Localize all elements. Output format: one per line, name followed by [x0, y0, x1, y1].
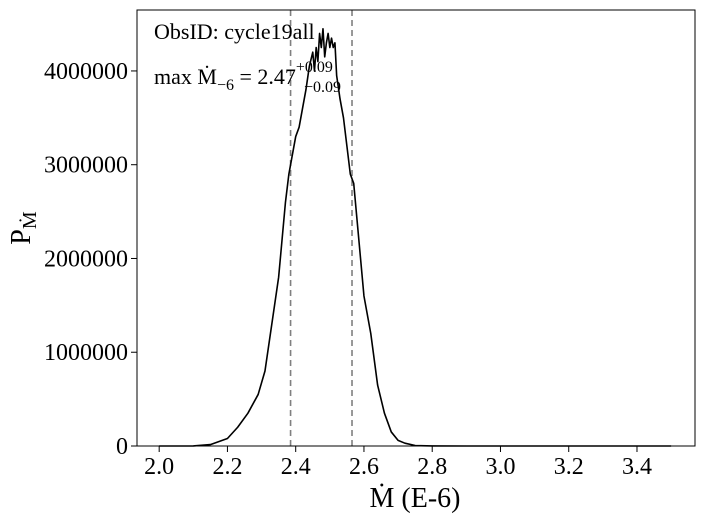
- y-axis-ticks: 0 1000000 2000000 3000000 4000000: [44, 59, 137, 460]
- series-layer: [159, 27, 672, 447]
- y-tick-label: 2000000: [44, 246, 128, 272]
- x-tick-label: 3.0: [485, 454, 515, 480]
- plot-frame: [136, 9, 696, 447]
- y-tick-label: 3000000: [44, 153, 128, 179]
- max-equals: = 2.47: [234, 64, 296, 89]
- interval-lines: [289, 10, 353, 446]
- y-axis-label-base: P: [6, 229, 37, 245]
- max-mdot-annotation: max Ṁ−6 = 2.47+0.09: [154, 59, 333, 94]
- max-upper-error: +0.09: [296, 59, 333, 76]
- max-symbol: Ṁ: [197, 64, 217, 89]
- x-tick-label: 3.2: [554, 454, 584, 480]
- x-axis-ticks: 2.0 2.2 2.4 2.6 2.8 3.0 3.2 3.4: [144, 446, 652, 480]
- y-tick-label: 4000000: [44, 59, 128, 85]
- max-subscript: −6: [217, 77, 234, 94]
- y-axis-label: PṀ: [6, 211, 41, 245]
- max-lower-error: −0.09: [304, 79, 341, 96]
- x-axis-label: Ṁ (E-6): [370, 483, 461, 514]
- max-prefix: max: [154, 64, 197, 89]
- y-tick-label: 0: [116, 434, 128, 460]
- obsid-annotation: ObsID: cycle19all: [154, 19, 315, 44]
- x-tick-label: 2.2: [212, 454, 242, 480]
- y-axis-label-sub: Ṁ: [18, 211, 41, 229]
- x-tick-label: 2.4: [281, 454, 311, 480]
- series-line: [159, 27, 672, 447]
- x-tick-label: 3.4: [622, 454, 652, 480]
- x-tick-label: 2.8: [417, 454, 447, 480]
- x-tick-label: 2.0: [144, 454, 174, 480]
- x-tick-label: 2.6: [349, 454, 379, 480]
- y-tick-label: 1000000: [44, 340, 128, 366]
